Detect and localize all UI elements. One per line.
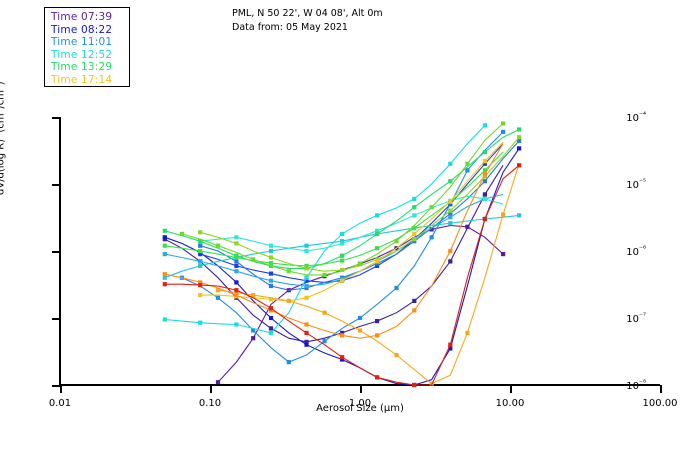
series-17 bbox=[162, 163, 522, 388]
legend: Time 07:39 Time 08:22 Time 11:01 Time 12:52… bbox=[44, 7, 130, 87]
y-tick-label: 10⁻⁶ bbox=[626, 243, 646, 259]
x-tick bbox=[660, 385, 662, 393]
series-15 bbox=[215, 163, 520, 386]
legend-entry-5: Time 17:14 bbox=[51, 73, 113, 86]
legend-entry-2: Time 11:01 bbox=[51, 36, 113, 49]
x-tick-label: 10.00 bbox=[495, 398, 525, 409]
y-tick bbox=[52, 251, 60, 253]
series-13 bbox=[198, 135, 522, 273]
y-tick-label: 10⁻⁷ bbox=[626, 310, 646, 326]
y-tick bbox=[52, 184, 60, 186]
x-tick-label: 100.00 bbox=[642, 398, 678, 409]
x-tick-label: 0.10 bbox=[198, 398, 222, 409]
x-tick bbox=[210, 385, 212, 393]
x-tick-label: 1.00 bbox=[348, 398, 372, 409]
x-tick bbox=[360, 385, 362, 393]
plot-area: 10⁻⁸ 10⁻⁷ 10⁻⁶ 10⁻⁵ 10⁻⁴ 0.01 0.10 1.00 10.00 100… bbox=[49, 110, 678, 409]
title-line-2: Data from: 05 May 2021 bbox=[232, 22, 348, 33]
series-4 bbox=[179, 129, 506, 365]
series-14 bbox=[198, 141, 504, 302]
y-axis-line bbox=[59, 117, 61, 386]
y-tick bbox=[52, 318, 60, 320]
y-tick bbox=[52, 385, 60, 387]
title-line-1: PML, N 50 22', W 04 08', Alt 0m bbox=[232, 8, 383, 19]
data-lines bbox=[162, 121, 522, 388]
legend-entry-1: Time 08:22 bbox=[51, 23, 113, 36]
y-tick-label: 10⁻⁴ bbox=[626, 109, 646, 125]
x-axis-label: Aerosol Size (μm) bbox=[316, 403, 404, 414]
y-tick-label: 10⁻⁵ bbox=[626, 176, 646, 192]
x-tick-label: 0.01 bbox=[48, 398, 72, 409]
y-axis-label: dV/d(log R) (cm3/cm2) bbox=[0, 81, 7, 195]
y-tick-label: 10⁻⁸ bbox=[626, 377, 646, 393]
series-7 bbox=[162, 123, 487, 335]
legend-entry-3: Time 12:52 bbox=[51, 48, 113, 61]
y-tick bbox=[52, 117, 60, 119]
legend-entry-4: Time 13:29 bbox=[51, 61, 113, 74]
chart-title-block: PML, N 50 22', W 04 08', Alt 0m Data fro… bbox=[232, 7, 383, 35]
x-tick bbox=[60, 385, 62, 393]
x-axis-line bbox=[59, 384, 660, 386]
x-tick bbox=[510, 385, 512, 393]
legend-entry-0: Time 07:39 bbox=[51, 11, 113, 23]
series-16 bbox=[162, 143, 504, 339]
series-2 bbox=[162, 146, 522, 388]
